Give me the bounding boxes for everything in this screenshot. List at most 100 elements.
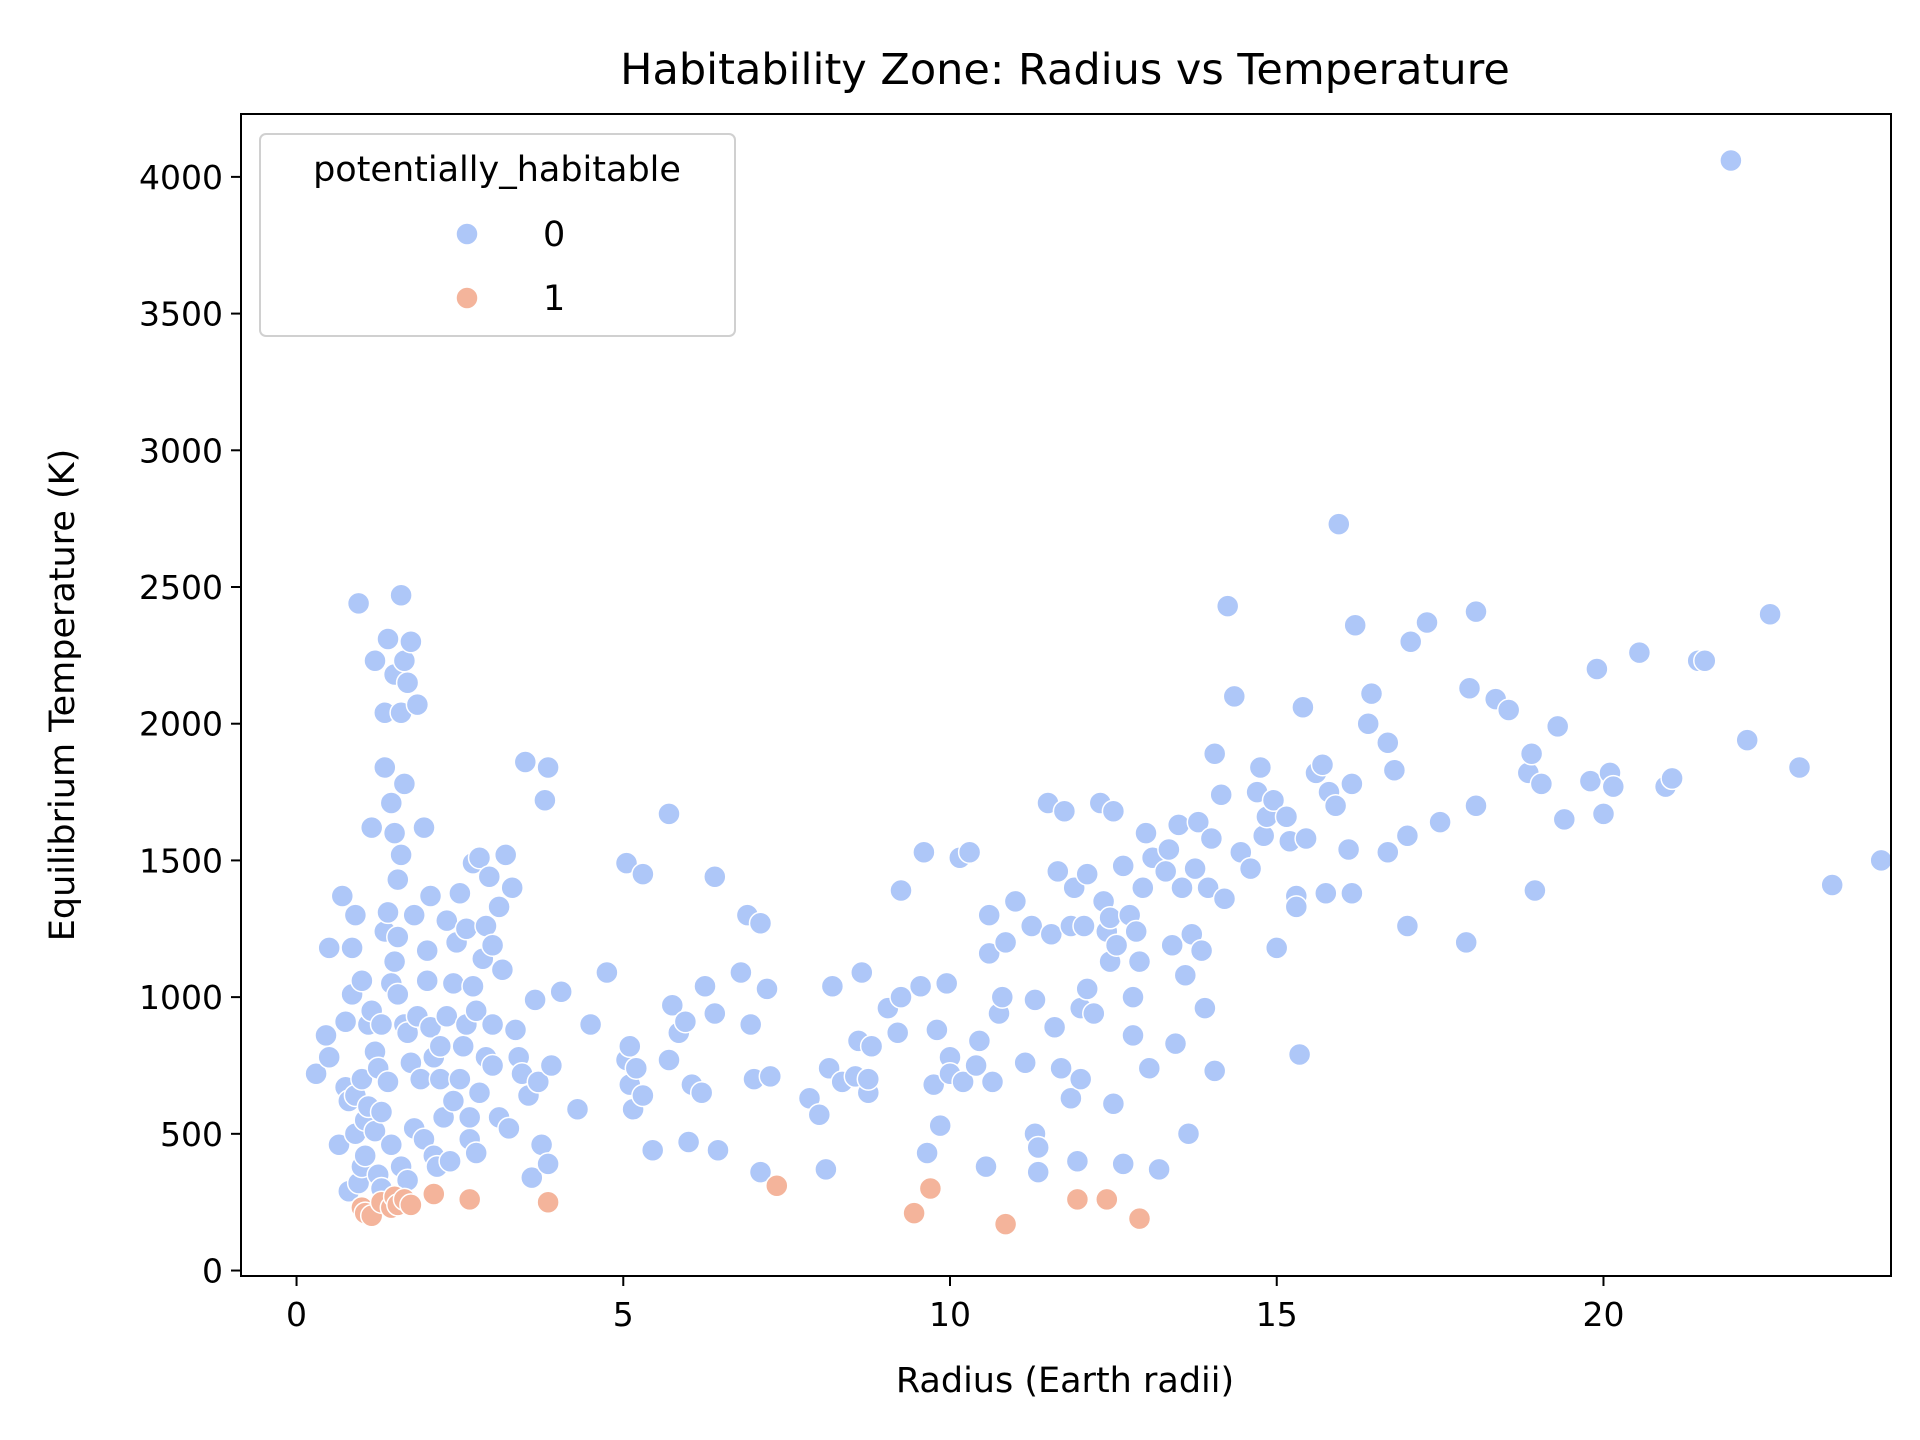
data-point-series-0-103 [480,1053,505,1078]
data-point-series-0-232 [1134,821,1158,845]
data-point-series-0-293 [1457,676,1482,700]
y-tick-label-1500: 1500 [139,841,223,880]
x-tick-label-5: 5 [613,1295,634,1334]
data-point-series-0-37 [376,627,400,651]
data-point-series-0-214 [1075,862,1099,886]
x-tick-label-20: 20 [1582,1295,1624,1334]
data-point-series-1-10 [457,1187,482,1212]
data-point-series-0-188 [977,941,1001,966]
data-point-series-0-96 [467,1081,492,1105]
data-point-series-0-102 [480,1012,505,1037]
data-point-series-0-63 [405,692,430,717]
data-point-series-0-11 [340,936,364,960]
data-point-series-0-316 [1758,602,1782,627]
data-point-series-0-231 [1131,876,1155,900]
data-point-series-0-69 [415,938,439,963]
data-point-series-0-238 [1160,933,1184,957]
data-point-series-0-65 [408,1067,433,1091]
data-point-series-0-265 [1274,804,1299,829]
data-point-series-0-288 [1395,914,1420,938]
data-point-series-0-155 [758,1064,783,1089]
data-point-series-0-26 [363,649,387,673]
data-point-series-0-147 [706,1138,730,1162]
data-point-series-0-187 [977,903,1001,927]
data-point-series-0-150 [738,1012,763,1037]
data-point-series-0-285 [1376,840,1400,864]
data-point-series-1-8 [399,1193,423,1217]
data-point-series-0-251 [1202,742,1227,766]
data-point-series-0-309 [1627,640,1652,665]
y-tick-label-1000: 1000 [139,978,223,1017]
data-point-series-0-318 [1820,873,1844,897]
data-point-series-0-120 [536,755,560,780]
data-point-series-0-193 [1003,889,1028,914]
y-tick-label-500: 500 [160,1115,223,1154]
data-point-series-0-31 [369,1012,394,1037]
data-point-series-0-75 [428,1034,453,1059]
data-point-series-0-264 [1264,936,1289,960]
data-point-series-0-304 [1578,769,1603,793]
data-point-series-0-137 [657,1048,681,1072]
data-point-series-0-177 [928,1113,952,1138]
data-point-series-0-263 [1261,788,1286,813]
x-tick-label-15: 15 [1256,1295,1298,1334]
data-point-series-0-258 [1238,856,1263,881]
data-point-series-0-301 [1529,772,1554,796]
data-point-series-0-299 [1519,742,1544,766]
data-point-series-0-1 [314,1023,338,1048]
data-point-series-0-176 [925,1018,949,1042]
data-point-series-0-183 [957,840,982,864]
data-point-series-0-87 [454,917,479,941]
data-point-series-0-233 [1137,1056,1162,1080]
data-point-series-1-13 [902,1201,926,1225]
data-point-series-0-221 [1101,799,1126,823]
data-point-series-0-205 [1052,799,1077,823]
data-point-series-0-317 [1787,755,1812,780]
data-point-series-0-289 [1398,629,1423,654]
data-point-series-0-51 [389,843,413,867]
data-point-series-0-281 [1343,613,1367,638]
data-point-series-0-61 [402,903,426,927]
legend-marker-1 [455,286,479,310]
data-point-series-0-203 [1046,859,1070,884]
data-point-series-0-277 [1327,512,1351,536]
data-point-series-0-66 [412,815,436,840]
data-point-series-0-48 [386,982,410,1007]
legend-marker-0 [455,222,479,246]
data-point-series-0-116 [523,988,547,1012]
data-point-series-0-81 [441,971,466,996]
data-point-series-0-228 [1121,985,1145,1009]
data-point-series-0-148 [729,960,753,985]
data-point-series-0-303 [1552,807,1577,832]
data-point-series-0-260 [1248,755,1273,780]
data-point-series-0-143 [689,1081,714,1105]
data-point-series-0-169 [885,1020,910,1045]
data-point-series-0-82 [441,1089,466,1113]
data-point-series-0-141 [676,1130,701,1154]
data-point-series-0-24 [359,815,384,840]
data-point-series-0-308 [1601,774,1626,799]
data-point-series-0-211 [1068,1067,1093,1091]
y-tick-label-3000: 3000 [139,431,223,470]
data-point-series-0-286 [1382,758,1407,782]
data-point-series-0-249 [1196,876,1220,900]
data-point-series-0-274 [1314,881,1338,905]
data-point-series-1-11 [536,1190,560,1214]
data-point-series-0-247 [1189,938,1214,963]
data-point-series-0-153 [748,1160,773,1184]
data-point-series-0-256 [1222,684,1247,709]
data-point-series-0-209 [1065,1149,1090,1173]
data-point-series-0-184 [964,1053,988,1078]
data-point-series-0-127 [614,851,639,875]
data-point-series-0-85 [448,1067,472,1091]
data-point-series-0-126 [595,960,619,985]
data-point-series-0-220 [1098,906,1122,930]
data-point-series-0-268 [1284,895,1309,919]
data-point-series-0-17 [350,968,374,993]
data-point-series-0-273 [1310,752,1335,777]
y-tick-label-3500: 3500 [139,295,223,334]
data-point-series-0-243 [1176,1122,1201,1146]
data-point-series-0-94 [464,1141,488,1165]
data-point-series-0-212 [1072,914,1096,938]
